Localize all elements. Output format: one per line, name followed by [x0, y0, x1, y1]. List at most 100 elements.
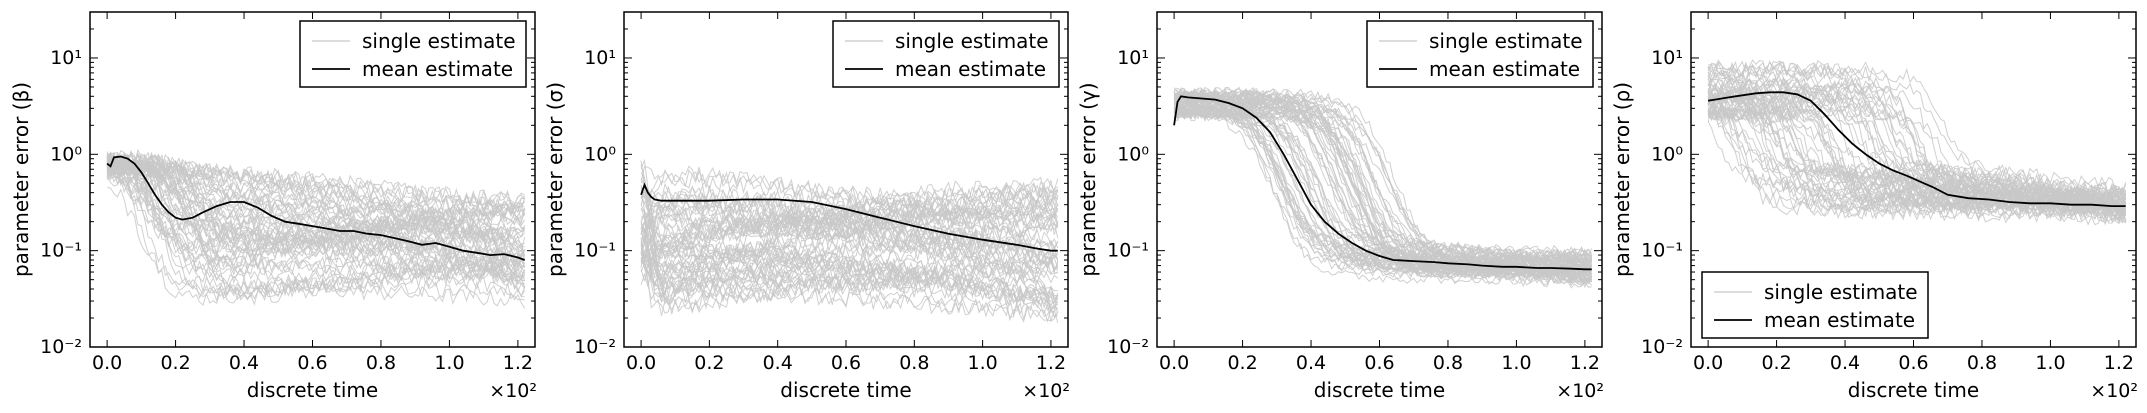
- x-tick-label: 0.8: [1967, 352, 1997, 374]
- single-estimate-line: [106, 154, 526, 261]
- x-tick-label: 0.4: [763, 352, 793, 374]
- single-estimate-line: [640, 244, 1059, 310]
- single-estimate-line: [1173, 100, 1592, 289]
- legend-label-mean: mean estimate: [1764, 308, 1915, 332]
- single-estimate-line: [1707, 63, 2127, 207]
- legend-label-single: single estimate: [1429, 29, 1583, 53]
- single-estimate-line: [1707, 62, 2127, 219]
- single-estimate-line: [640, 222, 1059, 306]
- single-estimate-line: [1173, 106, 1593, 270]
- y-axis-label: parameter error (σ): [543, 82, 567, 277]
- single-estimate-line: [1708, 77, 2127, 208]
- single-estimate-line: [640, 197, 1059, 243]
- y-tick-label: 10⁻¹: [40, 240, 82, 262]
- single-estimate-line: [640, 196, 1059, 298]
- y-tick-label: 10⁻²: [1107, 336, 1149, 358]
- chart-panel-3: 0.0 0.2 0.4 0.6 0.8 1.0 1.2 10⁻² 10⁻¹ 10⁰ 10¹ discr…: [1076, 11, 1604, 402]
- x-axis-label: discrete time: [1848, 378, 1979, 402]
- single-estimate-line: [640, 213, 1059, 270]
- x-tick-label: 0.6: [297, 352, 327, 374]
- mean-estimate-line: [1707, 91, 2126, 207]
- x-tick-label: 0.2: [1227, 352, 1257, 374]
- single-estimate-line: [106, 157, 526, 300]
- chart-panel-2: 0.0 0.2 0.4 0.6 0.8 1.0 1.2 10⁻² 10⁻¹ 10⁰ 10¹ discr…: [543, 11, 1070, 402]
- single-estimate-line: [1173, 88, 1593, 261]
- plot-area: [106, 148, 526, 309]
- x-tick-label: 1.0: [434, 352, 464, 374]
- x-axis-label: discrete time: [247, 378, 378, 402]
- x-tick-label: 0.6: [1898, 352, 1928, 374]
- single-estimate-line: [106, 160, 525, 262]
- single-estimate-line: [106, 158, 526, 260]
- single-estimate-line: [1173, 99, 1592, 286]
- single-estimate-line: [106, 156, 526, 291]
- chart-panel-4: 0.0 0.2 0.4 0.6 0.8 1.0 1.2 10⁻² 10⁻¹ 10⁰ 10¹ discr…: [1610, 11, 2138, 402]
- legend: single estimate mean estimate: [1366, 20, 1594, 88]
- single-estimate-line: [1707, 75, 2127, 217]
- y-axis-label: parameter error (ρ): [1610, 82, 1634, 277]
- single-estimate-line: [106, 166, 526, 286]
- single-estimate-line: [640, 181, 1059, 248]
- x-tick-label: 1.2: [1570, 352, 1600, 374]
- single-estimate-line: [1707, 70, 2126, 226]
- x-tick-label: 0.8: [366, 352, 396, 374]
- x-tick-label: 1.0: [1501, 352, 1531, 374]
- x-tick-label: 0.6: [831, 352, 861, 374]
- x-tick-label: 0.0: [626, 352, 656, 374]
- legend-label-mean: mean estimate: [1429, 57, 1580, 81]
- mean-estimate-line: [1173, 95, 1592, 271]
- legend-box: [1366, 20, 1594, 88]
- x-tick-label: 1.0: [968, 352, 998, 374]
- x-tick-label: 0.6: [1364, 352, 1394, 374]
- single-estimate-line: [1174, 106, 1593, 274]
- y-tick-label: 10⁻²: [40, 336, 82, 358]
- y-tick-label: 10¹: [50, 47, 82, 69]
- y-tick-label: 10⁰: [1117, 143, 1149, 165]
- mean-estimate-line: [106, 155, 526, 261]
- single-estimate-line: [640, 164, 1059, 261]
- y-tick-label: 10⁻²: [574, 336, 616, 358]
- single-estimate-line: [106, 151, 526, 220]
- x-tick-label: 1.2: [1036, 352, 1066, 374]
- x-tick-label: 0.2: [1761, 352, 1791, 374]
- plot-area: [640, 158, 1059, 323]
- legend-label-mean: mean estimate: [362, 57, 513, 81]
- legend-box: [1701, 271, 1929, 339]
- single-estimate-line: [106, 154, 526, 306]
- single-estimate-line: [1707, 93, 2126, 212]
- legend: single estimate mean estimate: [299, 20, 527, 88]
- y-tick-label: 10⁻¹: [574, 240, 616, 262]
- single-estimate-line: [1173, 92, 1593, 275]
- x-tick-label: 1.2: [503, 352, 533, 374]
- plot-area: [1707, 59, 2127, 226]
- x-scale-label: ×10²: [489, 380, 537, 402]
- single-estimate-line: [106, 153, 526, 223]
- single-estimate-line: [1173, 104, 1593, 281]
- x-tick-label: 0.4: [1296, 352, 1326, 374]
- x-tick-label: 1.0: [2035, 352, 2065, 374]
- legend-label-single: single estimate: [1764, 280, 1918, 304]
- x-axis-label: discrete time: [780, 378, 911, 402]
- single-estimate-line: [106, 161, 525, 263]
- single-estimate-line: [1173, 110, 1592, 268]
- single-estimate-line: [640, 197, 1059, 302]
- x-tick-label: 0.8: [1433, 352, 1463, 374]
- single-estimate-line: [106, 159, 525, 303]
- x-tick-label: 0.4: [1830, 352, 1860, 374]
- single-estimate-line: [106, 167, 525, 301]
- single-estimate-line: [106, 161, 526, 301]
- single-estimate-line: [107, 187, 526, 300]
- y-tick-label: 10⁰: [50, 143, 82, 165]
- x-axis-label: discrete time: [1314, 378, 1445, 402]
- x-scale-label: ×10²: [1022, 380, 1070, 402]
- x-tick-label: 0.8: [899, 352, 929, 374]
- single-estimate-line: [640, 221, 1059, 323]
- legend-label-single: single estimate: [362, 29, 516, 53]
- y-tick-label: 10⁻¹: [1641, 240, 1683, 262]
- single-estimate-line: [1707, 84, 2127, 212]
- single-estimate-line: [640, 240, 1059, 308]
- single-estimate-line: [1173, 107, 1592, 267]
- x-tick-label: 0.0: [1693, 352, 1723, 374]
- single-estimate-line: [106, 167, 526, 254]
- mean-estimate-line: [640, 182, 1058, 252]
